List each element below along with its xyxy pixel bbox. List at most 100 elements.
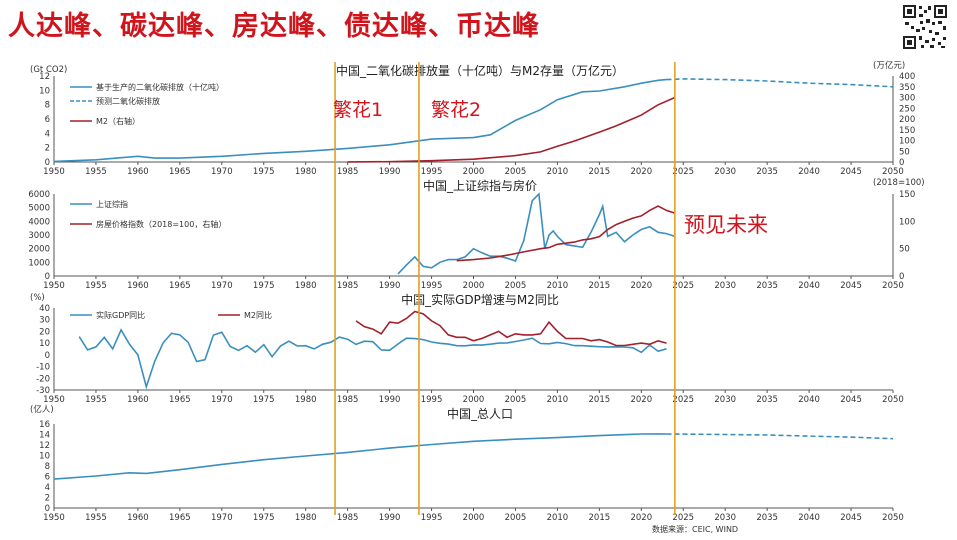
x-tick-label: 2025 — [672, 513, 694, 523]
y-right-tick-label: 150 — [899, 126, 915, 136]
x-tick-label: 1980 — [295, 513, 317, 523]
x-tick-label: 1980 — [295, 167, 317, 177]
x-tick-label: 2025 — [672, 167, 694, 177]
x-tick-label: 1985 — [337, 395, 359, 405]
x-tick-label: 2045 — [840, 167, 862, 177]
x-tick-label: 1995 — [421, 281, 443, 291]
x-tick-label: 2020 — [630, 167, 652, 177]
x-tick-label: 1995 — [421, 395, 443, 405]
x-tick-label: 2030 — [714, 281, 736, 291]
series-line — [456, 205, 676, 262]
x-tick-label: 1980 — [295, 395, 317, 405]
y-tick-label: 2000 — [28, 245, 50, 255]
series-line — [666, 433, 894, 440]
x-tick-label: 1985 — [337, 281, 359, 291]
x-tick-label: 1950 — [43, 167, 65, 177]
y-tick-label: 8 — [45, 462, 50, 472]
y-tick-label: 4 — [45, 129, 50, 139]
x-tick-label: 1950 — [43, 281, 65, 291]
y-tick-label: 40 — [39, 304, 50, 314]
x-tick-label: 2010 — [547, 281, 569, 291]
x-tick-label: 2005 — [505, 281, 527, 291]
annotation-label: 预见未来 — [684, 213, 768, 237]
x-tick-label: 2005 — [505, 513, 527, 523]
y-tick-label: 0 — [45, 272, 50, 282]
y-right-tick-label: 0 — [899, 272, 904, 282]
x-tick-label: 2005 — [505, 395, 527, 405]
y-axis-unit-label: (%) — [30, 293, 45, 303]
x-tick-label: 1975 — [253, 167, 275, 177]
y-right-tick-label: 150 — [899, 190, 915, 200]
y-tick-label: -30 — [36, 386, 50, 396]
x-tick-label: 2045 — [840, 281, 862, 291]
y-tick-label: 8 — [45, 101, 50, 111]
x-tick-label: 1985 — [337, 513, 359, 523]
y-tick-label: 10 — [39, 339, 50, 349]
x-tick-label: 2045 — [840, 513, 862, 523]
y-right-tick-label: 50 — [899, 245, 910, 255]
chart-title: 中国_总人口 — [447, 406, 513, 421]
x-tick-label: 1955 — [85, 513, 107, 523]
x-tick-label: 1995 — [421, 167, 443, 177]
x-tick-label: 2030 — [714, 395, 736, 405]
x-tick-label: 2050 — [882, 395, 904, 405]
y-tick-label: 0 — [45, 351, 50, 361]
x-tick-label: 1955 — [85, 167, 107, 177]
x-tick-label: 2000 — [463, 395, 485, 405]
y-tick-label: 2 — [45, 144, 50, 154]
y-tick-label: 0 — [45, 504, 50, 514]
x-tick-label: 1985 — [337, 167, 359, 177]
x-tick-label: 2025 — [672, 395, 694, 405]
legend-label: M2同比 — [244, 310, 272, 320]
x-tick-label: 1975 — [253, 395, 275, 405]
y-tick-label: 0 — [45, 158, 50, 168]
qr-code-icon — [902, 4, 948, 50]
x-tick-label: 1970 — [211, 281, 233, 291]
series-line — [53, 433, 667, 480]
y-tick-label: 20 — [39, 327, 50, 337]
legend-label: 基于生产的二氧化碳排放（十亿吨） — [96, 82, 224, 92]
headline: 人达峰、碳达峰、房达峰、债达峰、币达峰 — [8, 11, 540, 42]
x-tick-label: 1960 — [127, 281, 149, 291]
x-tick-label: 1965 — [169, 513, 191, 523]
x-tick-label: 2005 — [505, 167, 527, 177]
x-tick-label: 2000 — [463, 167, 485, 177]
y-right-tick-label: 200 — [899, 115, 915, 125]
x-tick-label: 2040 — [798, 513, 820, 523]
legend-label: 预测二氧化碳排放 — [96, 96, 160, 106]
x-tick-label: 2015 — [589, 395, 611, 405]
y-tick-label: 3000 — [28, 231, 50, 241]
series-line — [397, 192, 676, 275]
legend-label: 房屋价格指数（2018=100，右轴） — [96, 219, 226, 229]
x-tick-label: 2040 — [798, 281, 820, 291]
y-tick-label: 14 — [39, 431, 50, 441]
y-tick-label: 6000 — [28, 190, 50, 200]
x-tick-label: 2050 — [882, 167, 904, 177]
x-tick-label: 2050 — [882, 513, 904, 523]
x-tick-label: 2040 — [798, 395, 820, 405]
x-tick-label: 2035 — [756, 281, 778, 291]
y-tick-label: 2 — [45, 494, 50, 504]
y-axis-right-unit-label: (万亿元) — [873, 60, 905, 71]
x-tick-label: 2020 — [630, 281, 652, 291]
annotation-label: 繁花1 — [333, 99, 383, 121]
y-right-tick-label: 400 — [899, 72, 915, 82]
x-tick-label: 2020 — [630, 395, 652, 405]
y-tick-label: 4 — [45, 483, 50, 493]
x-tick-label: 1965 — [169, 395, 191, 405]
x-tick-label: 2035 — [756, 167, 778, 177]
x-tick-label: 1970 — [211, 167, 233, 177]
x-tick-label: 2015 — [589, 281, 611, 291]
y-right-tick-label: 350 — [899, 83, 915, 93]
x-tick-label: 2000 — [463, 513, 485, 523]
chart-title: 中国_上证综指与房价 — [423, 178, 537, 193]
x-tick-label: 1990 — [379, 281, 401, 291]
y-tick-label: 5000 — [28, 204, 50, 214]
x-tick-label: 1980 — [295, 281, 317, 291]
x-tick-label: 1970 — [211, 513, 233, 523]
series-line — [347, 96, 676, 163]
series-line — [355, 310, 667, 347]
x-tick-label: 2020 — [630, 513, 652, 523]
x-tick-label: 2030 — [714, 513, 736, 523]
x-tick-label: 1970 — [211, 395, 233, 405]
